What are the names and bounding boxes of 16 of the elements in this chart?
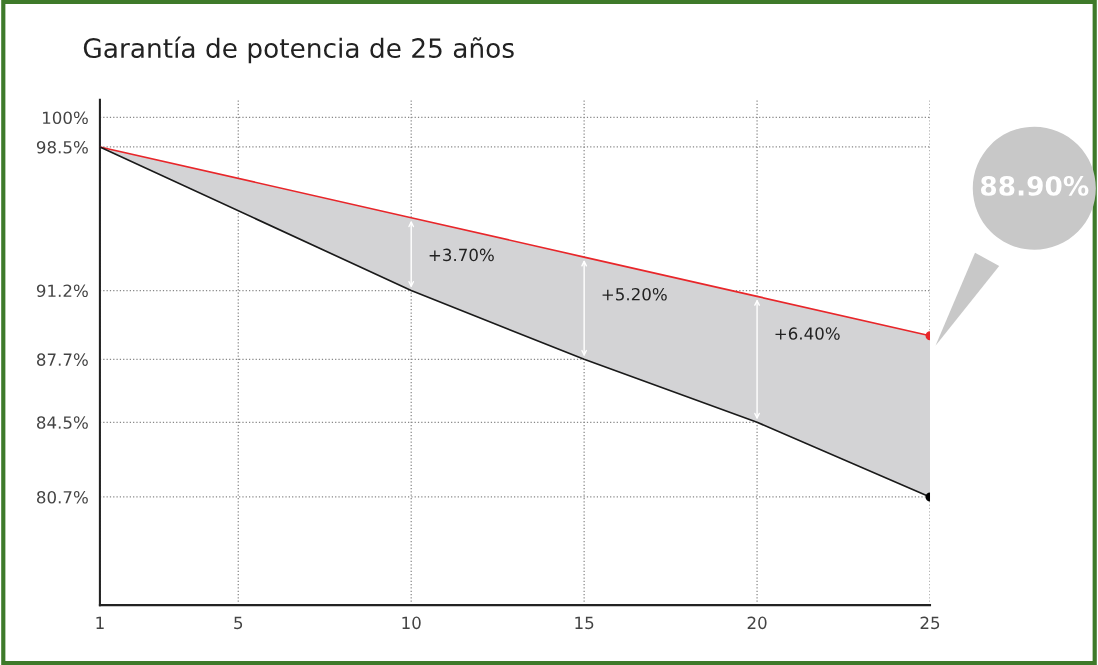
y-tick-label: 100% [42,111,88,125]
x-tick-label: 25 [920,616,940,630]
y-tick-label: 87.7% [36,353,88,366]
annotation: +5.20% [602,287,667,301]
annotation: +3.70% [429,248,494,262]
x-tick-label: 5 [234,616,243,630]
x-tick-label: 1 [96,616,104,629]
y-tick-label: 98.5% [36,140,88,154]
annotation: +6.40% [775,327,840,340]
x-tick-label: 10 [402,616,421,630]
y-tick-label: 84.5% [36,416,88,429]
x-tick-label: 15 [575,616,594,630]
x-tick-label: 20 [747,616,767,630]
y-tick-label: 80.7% [36,490,88,504]
y-tick-label: 91.2% [36,284,88,298]
chart-title: Garantía de potencia de 25 años [83,36,514,64]
